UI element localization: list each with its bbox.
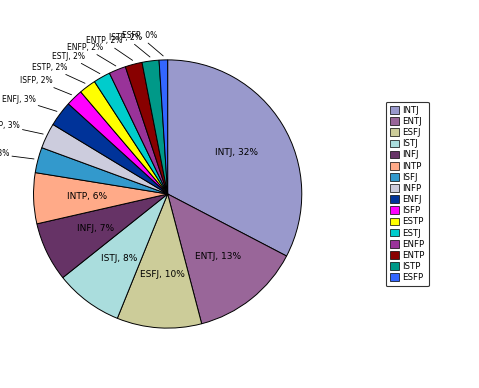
Text: ISTP, 2%: ISTP, 2% — [109, 33, 150, 57]
Wedge shape — [125, 62, 168, 194]
Text: INFP, 3%: INFP, 3% — [0, 121, 43, 134]
Text: ESFP, 0%: ESFP, 0% — [122, 31, 163, 56]
Text: INTJ, 32%: INTJ, 32% — [215, 148, 258, 157]
Text: ISFP, 2%: ISFP, 2% — [20, 76, 71, 95]
Legend: INTJ, ENTJ, ESFJ, ISTJ, INFJ, INTP, ISFJ, INFP, ENFJ, ISFP, ESTP, ESTJ, ENFP, EN: INTJ, ENTJ, ESFJ, ISTJ, INFJ, INTP, ISFJ… — [386, 102, 429, 286]
Wedge shape — [35, 148, 168, 194]
Wedge shape — [68, 92, 168, 194]
Text: ISFJ, 3%: ISFJ, 3% — [0, 149, 34, 159]
Text: ENFP, 2%: ENFP, 2% — [67, 43, 116, 66]
Wedge shape — [63, 194, 168, 318]
Wedge shape — [80, 81, 168, 194]
Wedge shape — [168, 60, 302, 256]
Wedge shape — [37, 194, 168, 278]
Wedge shape — [94, 73, 168, 194]
Text: ENFJ, 3%: ENFJ, 3% — [1, 95, 57, 111]
Wedge shape — [117, 194, 202, 328]
Wedge shape — [159, 60, 168, 194]
Text: ENTP, 2%: ENTP, 2% — [86, 36, 133, 61]
Text: ISTJ, 8%: ISTJ, 8% — [102, 254, 137, 263]
Wedge shape — [110, 67, 168, 194]
Text: ESTJ, 2%: ESTJ, 2% — [52, 52, 100, 74]
Wedge shape — [142, 60, 168, 194]
Wedge shape — [168, 194, 286, 324]
Text: ESFJ, 10%: ESFJ, 10% — [140, 270, 185, 279]
Wedge shape — [34, 173, 168, 224]
Wedge shape — [42, 125, 168, 194]
Text: INFJ, 7%: INFJ, 7% — [77, 224, 114, 234]
Text: ESTP, 2%: ESTP, 2% — [32, 63, 85, 83]
Wedge shape — [53, 104, 168, 194]
Text: ENTJ, 13%: ENTJ, 13% — [195, 253, 241, 262]
Text: INTP, 6%: INTP, 6% — [67, 192, 107, 201]
